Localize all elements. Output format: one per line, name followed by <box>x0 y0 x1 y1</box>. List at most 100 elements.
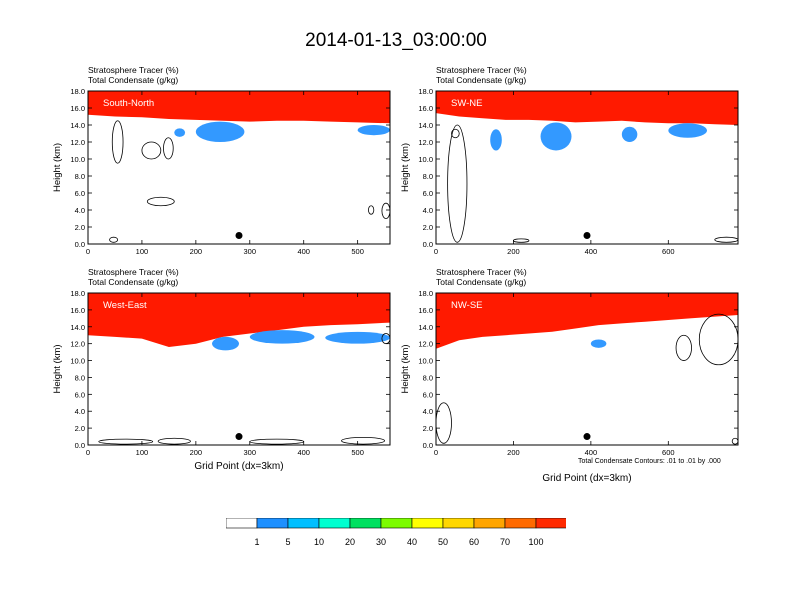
y-axis-title: Height (km) <box>400 143 411 192</box>
cloud-patch <box>668 123 708 138</box>
y-tick-label: 6.0 <box>423 390 433 399</box>
plot-frame <box>87 90 391 245</box>
condensate-contour <box>451 128 460 139</box>
cloud-patch <box>195 121 245 142</box>
panel-name: NW-SE <box>451 300 483 311</box>
y-tick-label: 12.0 <box>70 138 85 147</box>
colorbar-swatch <box>349 518 382 529</box>
y-tick-label: 16.0 <box>70 104 85 113</box>
cloud-patch <box>174 128 186 137</box>
colorbar-swatch <box>411 518 444 529</box>
location-marker <box>235 232 243 239</box>
x-tick-label: 300 <box>244 247 257 256</box>
x-tick-label: 400 <box>585 448 598 457</box>
condensate-contour <box>98 438 154 445</box>
condensate-contour <box>675 334 692 361</box>
cloud-patch <box>590 339 607 348</box>
colorbar-swatch <box>442 518 475 529</box>
location-marker <box>235 433 243 441</box>
location-marker <box>583 232 591 239</box>
panel-nw-se: 0.0 2.0 4.0 6.0 8.0 10.0 12.0 14.0 16.0 18.0 0 200 4… <box>400 267 739 484</box>
x-tick-label: 200 <box>507 247 520 256</box>
panel-name: West-East <box>103 300 147 311</box>
y-tick-label: 12.0 <box>418 138 433 147</box>
colorbar-level-label: 60 <box>469 537 479 547</box>
x-tick-label: 400 <box>585 247 598 256</box>
y-tick-label: 2.0 <box>423 424 433 433</box>
condensate-contour <box>109 236 119 243</box>
plot-area <box>88 293 390 445</box>
y-axis-title: Height (km) <box>400 344 411 393</box>
plot-frame <box>87 292 391 446</box>
figure-title: 2014-01-13_03:00:00 <box>305 30 487 51</box>
y-tick-label: 2.0 <box>75 424 85 433</box>
panel-sw-ne: 0.0 2.0 4.0 6.0 8.0 10.0 12.0 14.0 16.0 18.0 0 200 4… <box>400 65 739 256</box>
colorbar: 1 5 10 20 30 40 50 60 70 100 <box>226 518 566 547</box>
y-tick-label: 18.0 <box>418 289 433 298</box>
plot-area <box>88 91 390 244</box>
x-tick-label: 0 <box>86 247 90 256</box>
colorbar-level-label: 30 <box>376 537 386 547</box>
y-tick-label: 10.0 <box>70 155 85 164</box>
y-tick-label: 14.0 <box>418 323 433 332</box>
y-tick-label: 4.0 <box>423 407 433 416</box>
colorbar-swatch <box>535 518 566 529</box>
y-tick-label: 10.0 <box>70 357 85 366</box>
condensate-contour <box>436 402 452 444</box>
y-tick-label: 2.0 <box>423 223 433 232</box>
x-axis-title: Grid Point (dx=3km) <box>542 473 631 484</box>
condensate-contour <box>141 141 162 160</box>
y-tick-label: 18.0 <box>70 289 85 298</box>
y-axis-title: Height (km) <box>52 143 63 192</box>
y-tick-label: 10.0 <box>418 155 433 164</box>
colorbar-level-label: 20 <box>345 537 355 547</box>
y-tick-label: 12.0 <box>70 340 85 349</box>
tracer-band-0 <box>436 91 738 125</box>
colorbar-swatch <box>504 518 537 529</box>
y-tick-label: 2.0 <box>75 223 85 232</box>
cloud-patch <box>249 330 315 344</box>
y-tick-label: 14.0 <box>70 121 85 130</box>
x-tick-label: 100 <box>136 247 149 256</box>
x-tick-label: 400 <box>297 448 310 457</box>
y-tick-label: 18.0 <box>418 87 433 96</box>
x-tick-label: 500 <box>351 448 364 457</box>
x-tick-label: 0 <box>86 448 90 457</box>
x-tick-label: 300 <box>244 448 257 457</box>
y-tick-label: 16.0 <box>70 306 85 315</box>
y-tick-label: 14.0 <box>418 121 433 130</box>
tracer-label: Stratosphere Tracer (%) <box>436 267 527 277</box>
y-tick-label: 0.0 <box>75 441 85 450</box>
x-tick-label: 0 <box>434 448 438 457</box>
condensate-label: Total Condensate (g/kg) <box>88 277 178 287</box>
tracer-band-0 <box>436 293 738 349</box>
condensate-contour <box>368 205 375 215</box>
colorbar-swatch <box>287 518 320 529</box>
x-tick-label: 600 <box>662 247 675 256</box>
panel-west-east: 0.0 2.0 4.0 6.0 8.0 10.0 12.0 14.0 16.0 18.0 0 100 2… <box>52 267 391 472</box>
x-tick-label: 600 <box>662 448 675 457</box>
y-tick-label: 8.0 <box>75 172 85 181</box>
y-tick-label: 12.0 <box>418 340 433 349</box>
panel-name: SW-NE <box>451 98 483 109</box>
colorbar-swatch <box>256 518 289 529</box>
cloud-patch <box>540 122 572 151</box>
y-tick-label: 8.0 <box>75 373 85 382</box>
x-tick-label: 200 <box>190 247 203 256</box>
y-tick-label: 8.0 <box>423 373 433 382</box>
cloud-patch <box>490 129 502 151</box>
condensate-contour <box>698 313 738 366</box>
tracer-label: Stratosphere Tracer (%) <box>436 65 527 75</box>
y-tick-label: 4.0 <box>423 206 433 215</box>
condensate-contour <box>111 120 124 164</box>
colorbar-level-label: 40 <box>407 537 417 547</box>
condensate-label: Total Condensate (g/kg) <box>436 75 526 85</box>
y-tick-label: 4.0 <box>75 206 85 215</box>
colorbar-swatch <box>318 518 351 529</box>
condensate-contour <box>163 137 174 160</box>
y-tick-label: 16.0 <box>418 104 433 113</box>
y-tick-label: 10.0 <box>418 357 433 366</box>
condensate-contour <box>447 124 468 243</box>
x-tick-label: 400 <box>297 247 310 256</box>
